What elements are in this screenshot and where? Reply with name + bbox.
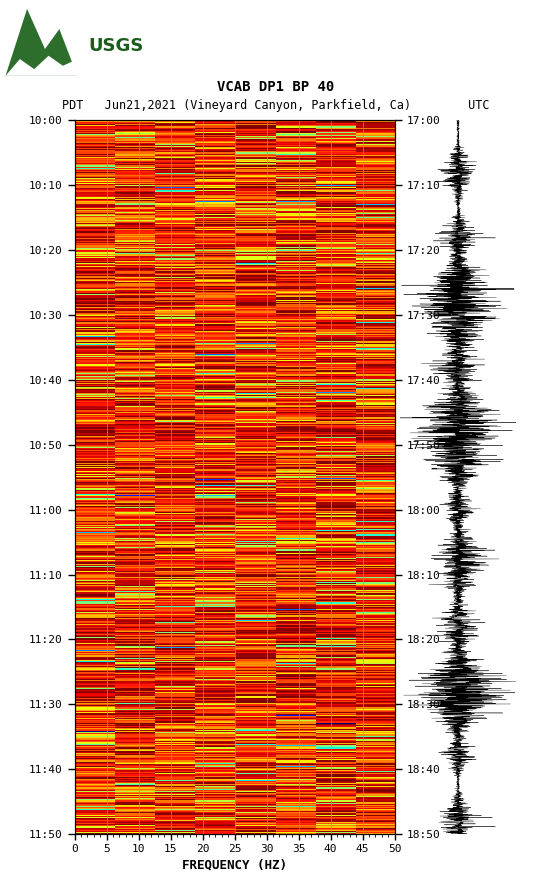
Polygon shape (6, 9, 77, 76)
Text: USGS: USGS (88, 37, 144, 54)
Text: PDT   Jun21,2021 (Vineyard Canyon, Parkfield, Ca)        UTC: PDT Jun21,2021 (Vineyard Canyon, Parkfie… (62, 99, 490, 112)
Text: VCAB DP1 BP 40: VCAB DP1 BP 40 (217, 79, 335, 94)
Polygon shape (6, 55, 77, 76)
X-axis label: FREQUENCY (HZ): FREQUENCY (HZ) (182, 859, 287, 871)
